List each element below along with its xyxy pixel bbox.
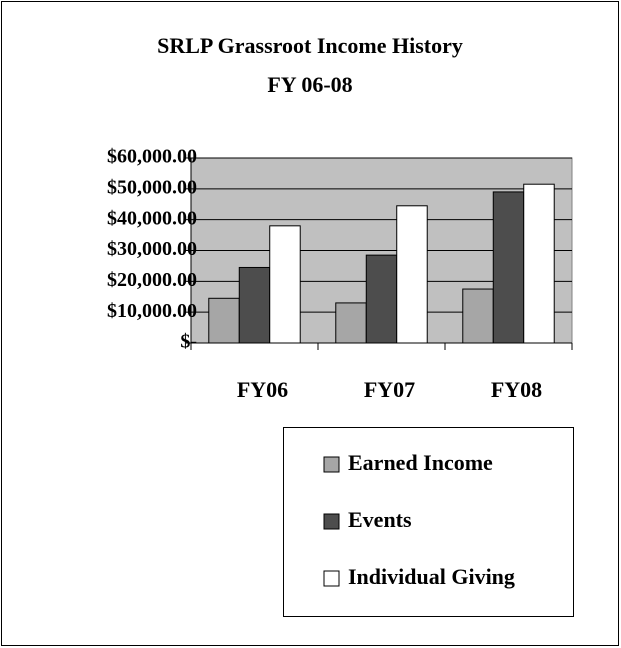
- legend-swatch: [323, 456, 340, 473]
- bar: [238, 266, 271, 344]
- x-tick-label: FY08: [491, 377, 542, 402]
- legend-label: Earned Income: [348, 450, 493, 475]
- y-tick-label: $10,000.00: [107, 300, 197, 322]
- chart-title: SRLP Grassroot Income History: [157, 33, 463, 58]
- bar: [365, 254, 398, 344]
- legend-label: Individual Giving: [348, 564, 515, 589]
- legend-label: Events: [348, 507, 412, 532]
- bar: [492, 191, 525, 344]
- y-tick-label: $40,000.00: [107, 207, 197, 229]
- bar: [523, 183, 555, 344]
- legend-swatch: [323, 570, 340, 587]
- x-tick-label: FY07: [364, 377, 415, 402]
- chart-subtitle: FY 06-08: [267, 72, 352, 97]
- bar: [269, 225, 301, 344]
- y-tick-label: $30,000.00: [107, 238, 197, 260]
- y-tick-label: $50,000.00: [107, 176, 197, 198]
- legend-swatch: [323, 513, 340, 530]
- y-tick-label: $-: [180, 331, 197, 353]
- bar: [462, 288, 494, 344]
- y-tick-label: $60,000.00: [107, 146, 197, 168]
- y-tick-label: $20,000.00: [107, 269, 197, 291]
- x-tick-label: FY06: [237, 377, 288, 402]
- bar: [335, 302, 367, 344]
- bar: [396, 205, 428, 344]
- bar: [208, 297, 240, 344]
